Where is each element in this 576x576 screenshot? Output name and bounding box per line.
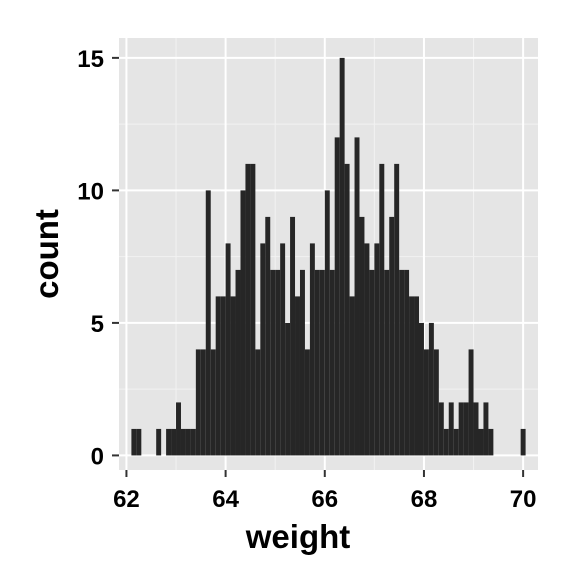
y-tick-label: 15 bbox=[77, 46, 104, 73]
histogram-bar bbox=[389, 216, 395, 456]
histogram-bar bbox=[275, 269, 281, 456]
histogram-bar bbox=[176, 402, 181, 456]
histogram-bar bbox=[394, 163, 400, 456]
histogram-bar bbox=[428, 322, 434, 456]
histogram-bar bbox=[520, 428, 526, 456]
histogram-bar bbox=[285, 322, 291, 456]
histogram-bar bbox=[414, 296, 419, 456]
x-tick-label: 64 bbox=[212, 486, 239, 513]
histogram-bar bbox=[265, 216, 271, 456]
histogram-bar bbox=[334, 137, 340, 456]
x-tick-label: 62 bbox=[113, 486, 140, 513]
histogram-bar bbox=[295, 296, 300, 456]
histogram-bar bbox=[314, 269, 320, 456]
histogram-bar bbox=[309, 243, 315, 456]
histogram-bar bbox=[483, 402, 489, 456]
histogram-bar bbox=[438, 402, 444, 456]
histogram-bar bbox=[240, 190, 246, 456]
histogram-bar bbox=[379, 163, 385, 456]
histogram-bar bbox=[443, 428, 449, 456]
histogram-bar bbox=[245, 163, 251, 456]
histogram-bar bbox=[290, 216, 296, 456]
histogram-bar bbox=[270, 269, 276, 456]
histogram-bar bbox=[339, 57, 345, 456]
histogram-bar bbox=[329, 269, 335, 456]
histogram-bar bbox=[399, 269, 405, 456]
histogram-bar bbox=[473, 402, 479, 456]
histogram-bar bbox=[250, 163, 256, 456]
histogram-bar bbox=[171, 428, 177, 456]
histogram-bar bbox=[235, 269, 241, 456]
histogram-bar bbox=[225, 243, 231, 456]
histogram-bar bbox=[423, 349, 429, 456]
histogram-bar bbox=[131, 428, 137, 456]
histogram-bar bbox=[205, 190, 211, 456]
histogram-bar bbox=[468, 349, 474, 456]
histogram-bar bbox=[369, 269, 375, 456]
histogram-bar bbox=[136, 428, 142, 456]
histogram-bar bbox=[185, 428, 191, 456]
histogram-bars bbox=[131, 57, 526, 456]
histogram-bar bbox=[190, 428, 196, 456]
y-tick-label: 5 bbox=[91, 311, 104, 338]
histogram-bar bbox=[220, 296, 226, 456]
histogram-bar bbox=[344, 163, 350, 456]
histogram-bar bbox=[230, 296, 236, 456]
histogram-bar bbox=[299, 269, 305, 456]
axis-ticks bbox=[112, 56, 525, 477]
histogram-bar bbox=[195, 349, 201, 456]
histogram-bar bbox=[418, 322, 424, 456]
histogram-bar bbox=[215, 296, 221, 456]
histogram-bar bbox=[156, 428, 162, 456]
histogram-bar bbox=[463, 402, 469, 456]
histogram-bar bbox=[488, 428, 494, 456]
histogram-bar bbox=[433, 349, 439, 456]
histogram-bar bbox=[280, 243, 286, 456]
histogram-bar bbox=[260, 243, 266, 456]
histogram-bar bbox=[349, 296, 355, 456]
y-axis-title: count bbox=[28, 209, 65, 299]
histogram-bar bbox=[404, 269, 410, 456]
histogram-bar bbox=[255, 349, 261, 456]
histogram-bar bbox=[324, 190, 330, 456]
histogram-bar bbox=[354, 137, 360, 456]
histogram-bar bbox=[478, 428, 484, 456]
histogram-bar bbox=[180, 428, 186, 456]
histogram-bar bbox=[359, 216, 365, 456]
x-tick-label: 68 bbox=[411, 486, 438, 513]
histogram-bar bbox=[448, 402, 454, 456]
y-tick-label: 10 bbox=[77, 178, 104, 205]
y-tick-labels: 0 5 10 15 bbox=[77, 46, 104, 471]
histogram-bar bbox=[384, 269, 390, 456]
x-tick-label: 66 bbox=[311, 486, 338, 513]
y-tick-label: 0 bbox=[91, 443, 104, 470]
histogram-bar bbox=[374, 243, 380, 456]
x-axis-title: weight bbox=[245, 518, 351, 555]
histogram-bar bbox=[453, 428, 459, 456]
x-tick-labels: 62 64 66 68 70 bbox=[113, 486, 536, 513]
histogram-bar bbox=[458, 402, 464, 456]
histogram-bar bbox=[210, 349, 216, 456]
histogram-bar bbox=[166, 428, 172, 456]
histogram-bar bbox=[200, 349, 206, 456]
x-tick-label: 70 bbox=[510, 486, 537, 513]
histogram-bar bbox=[364, 243, 370, 456]
histogram-bar bbox=[409, 296, 415, 456]
histogram-bar bbox=[304, 349, 310, 456]
histogram-bar bbox=[319, 269, 325, 456]
